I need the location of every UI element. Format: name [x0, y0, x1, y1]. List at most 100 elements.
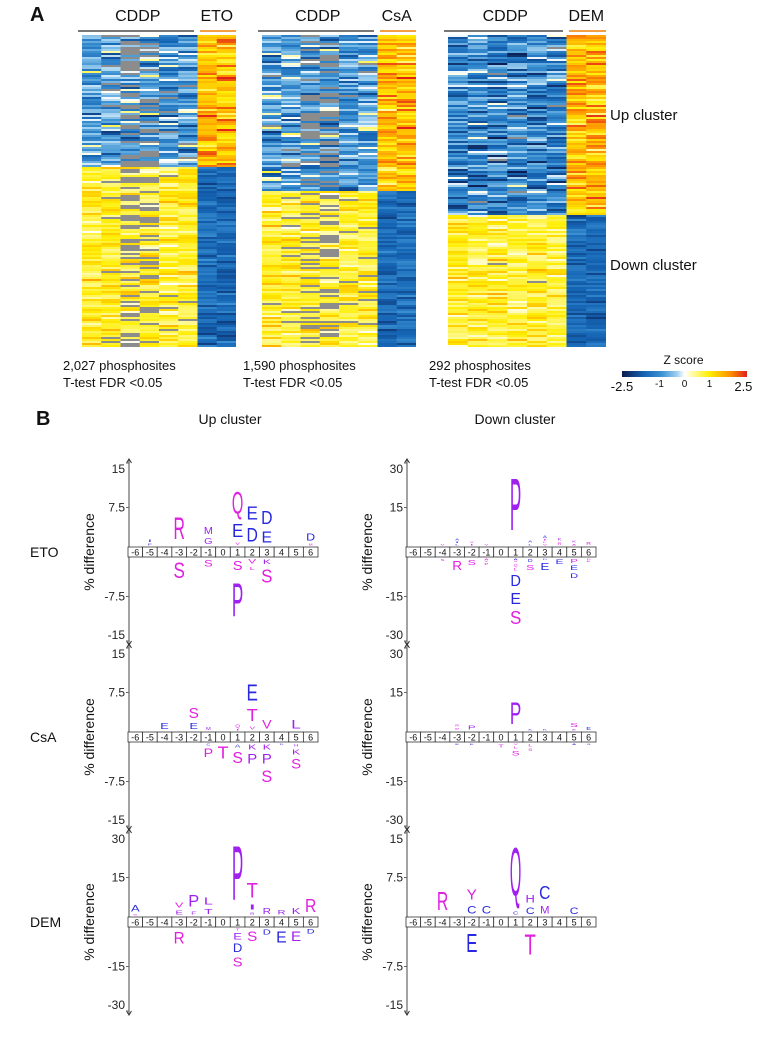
heatmap-cell [197, 255, 218, 258]
heatmap-cell [566, 143, 587, 146]
heatmap-cell [82, 295, 102, 298]
heatmap-cell [448, 301, 469, 304]
residue-letter: R [263, 907, 272, 916]
heatmap-cell [487, 157, 508, 160]
heatmap-cell [566, 343, 587, 346]
heatmap-cell [546, 273, 567, 276]
heatmap-cell [300, 143, 321, 146]
heatmap-cell [448, 143, 469, 146]
heatmap-cell [358, 299, 378, 302]
heatmap-cell [139, 113, 160, 116]
heatmap-cell [377, 311, 398, 314]
heatmap-cell [159, 185, 179, 188]
position-label: -3 [453, 733, 461, 743]
heatmap-cell [507, 101, 528, 104]
heatmap-cell [566, 177, 587, 180]
heatmap-cell [377, 277, 398, 280]
heatmap-cell [139, 251, 160, 254]
heatmap-cell [319, 269, 340, 272]
heatmap-cell [262, 323, 282, 326]
heatmap-cell [281, 129, 301, 132]
heatmap-cell [319, 71, 340, 74]
heatmap-cell [448, 333, 469, 336]
heatmap-cell [566, 121, 587, 124]
heatmap-cell [319, 105, 340, 108]
heatmap-cell [358, 285, 378, 288]
heatmap-cell [396, 201, 416, 204]
heatmap-cell [507, 153, 528, 156]
heatmap-cell [178, 149, 198, 152]
heatmap-cell [139, 99, 160, 102]
heatmap-cell [120, 61, 141, 64]
heatmap-cell [527, 115, 548, 118]
heatmap-cell [101, 115, 121, 118]
heatmap-cell [216, 41, 236, 44]
heatmap-cell [101, 121, 121, 124]
heatmap-cell [448, 283, 469, 286]
heatmap-cell [358, 271, 378, 274]
heatmap-cell [262, 321, 282, 324]
heatmap-cell [178, 147, 198, 150]
heatmap-cell [82, 289, 102, 292]
heatmap-cell [396, 161, 416, 164]
heatmap-cell [319, 57, 340, 60]
heatmap-cell [377, 89, 398, 92]
heatmap-cell [197, 67, 218, 70]
heatmap-cell [300, 153, 321, 156]
heatmap-cell [216, 155, 236, 158]
heatmap-cell [396, 41, 416, 44]
heatmap-cell [396, 267, 416, 270]
heatmap-cell [178, 197, 198, 200]
heatmap-cell [546, 295, 567, 298]
heatmap-cell [319, 143, 340, 146]
heatmap-cell [197, 275, 218, 278]
heatmap-cell [197, 317, 218, 320]
heatmap-cell [467, 327, 488, 330]
heatmap-cell [467, 251, 488, 254]
heatmap-cell [82, 115, 102, 118]
heatmap-cell [448, 121, 469, 124]
heatmap-cell [586, 185, 606, 188]
heatmap-cell [300, 77, 321, 80]
heatmap-cell [448, 95, 469, 98]
heatmap-cell [339, 303, 359, 306]
heatmap-cell [139, 179, 160, 182]
heatmap-cell [377, 169, 398, 172]
heatmap-cell [319, 243, 340, 246]
heatmap-cell [377, 329, 398, 332]
heatmap-cell [300, 67, 321, 70]
heatmap-cell [339, 151, 359, 154]
heatmap-cell [546, 155, 567, 158]
heatmap-cell [507, 93, 528, 96]
residue-letter: L [250, 565, 256, 571]
heatmap-cell [319, 337, 340, 340]
heatmap-cell [507, 197, 528, 200]
heatmap-cell [159, 149, 179, 152]
heatmap-cell [487, 129, 508, 132]
heatmap-cell [82, 171, 102, 174]
heatmap-cell [448, 317, 469, 320]
heatmap-cell [467, 311, 488, 314]
heatmap-cell [178, 211, 198, 214]
position-label: 4 [279, 733, 284, 743]
heatmap-cell [586, 81, 606, 84]
heatmap-cell [101, 53, 121, 56]
heatmap-cell [467, 77, 488, 80]
heatmap-cell [101, 79, 121, 82]
heatmap-cell [358, 223, 378, 226]
heatmap-cell [448, 89, 469, 92]
heatmap-cell [178, 325, 198, 328]
heatmap-cell [487, 265, 508, 268]
heatmap-cell [487, 329, 508, 332]
heatmap-cell [120, 305, 141, 308]
heatmap-cell [262, 207, 282, 210]
residue-letter: P [484, 563, 488, 566]
heatmap-cell [159, 135, 179, 138]
heatmap-cell [467, 143, 488, 146]
heatmap-cell [396, 191, 416, 194]
heatmap-cell [507, 265, 528, 268]
heatmap-cell [159, 225, 179, 228]
heatmap-cell [101, 217, 121, 220]
heatmap-cell [377, 151, 398, 154]
heatmap-cell [339, 271, 359, 274]
